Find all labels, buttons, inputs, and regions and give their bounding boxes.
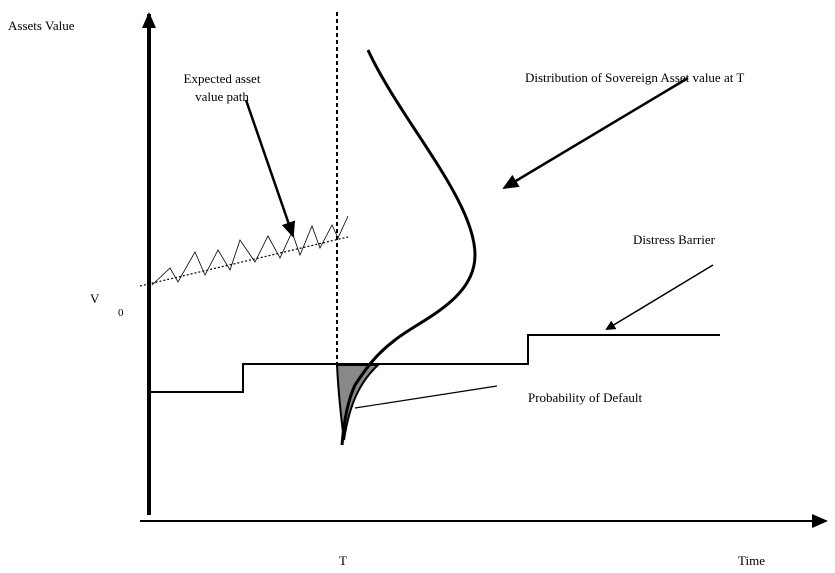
- asset-path: [151, 215, 349, 286]
- v0-label: V: [90, 291, 100, 306]
- annotation: Distress Barrier: [633, 232, 716, 247]
- annotation: Expected asset: [184, 71, 261, 86]
- annotation: Probability of Default: [528, 390, 642, 405]
- distress-barrier: [147, 334, 720, 393]
- annotation: Distribution of Sovereign Asset value at…: [525, 70, 744, 85]
- default-area: [335, 364, 381, 441]
- expected-trend: [139, 236, 349, 287]
- t-label: T: [339, 553, 347, 568]
- x-axis-label: Time: [738, 553, 765, 568]
- pointer-line: [354, 385, 498, 409]
- arrow: [244, 99, 296, 238]
- annotation: value path: [195, 89, 249, 104]
- arrow: [605, 264, 714, 331]
- distribution-curve: [340, 49, 477, 446]
- y-axis-label: Assets Value: [8, 18, 75, 33]
- v0-subscript: 0: [118, 307, 124, 319]
- arrow: [502, 76, 689, 190]
